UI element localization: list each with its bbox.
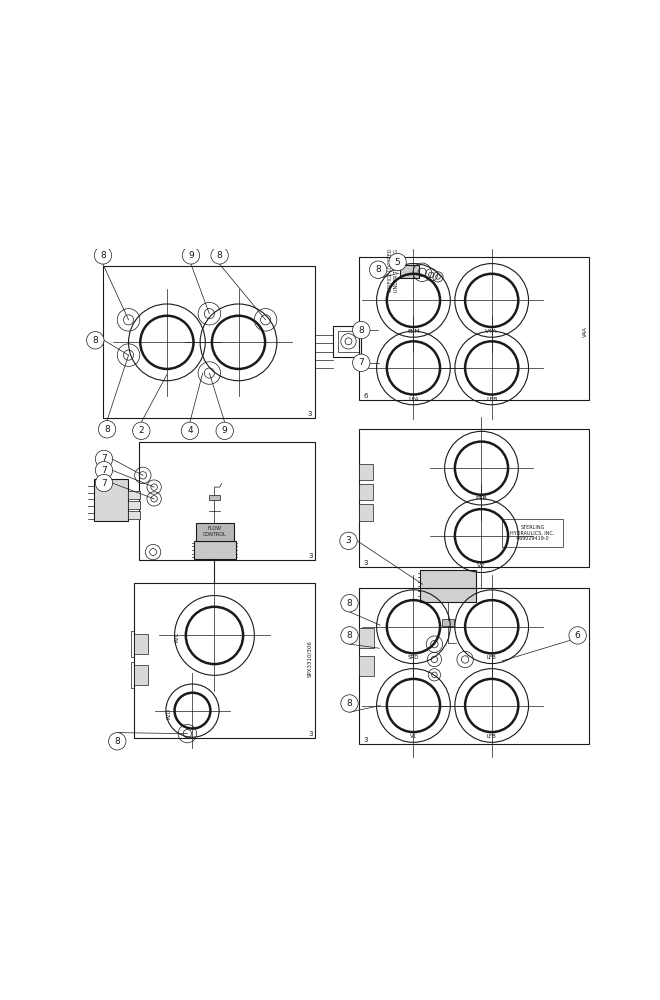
Circle shape — [94, 247, 112, 264]
Bar — [196, 523, 234, 541]
Bar — [133, 634, 148, 654]
Text: FLOW
CONTROL: FLOW CONTROL — [203, 526, 227, 537]
Text: 7: 7 — [358, 358, 364, 367]
Bar — [133, 665, 148, 685]
Text: LFA: LFA — [408, 397, 419, 402]
Circle shape — [95, 474, 113, 492]
Text: 5: 5 — [395, 258, 401, 267]
Bar — [359, 484, 373, 500]
Bar — [359, 257, 589, 400]
Bar — [359, 656, 374, 676]
Bar — [442, 619, 454, 626]
Bar — [502, 519, 563, 547]
Bar — [359, 588, 589, 744]
Circle shape — [569, 627, 586, 644]
Bar — [127, 501, 140, 509]
Bar — [359, 628, 374, 648]
Text: 8: 8 — [100, 251, 106, 260]
Text: V4A: V4A — [486, 329, 498, 334]
Circle shape — [86, 332, 104, 349]
Bar — [209, 495, 220, 500]
Bar — [133, 583, 315, 738]
Bar — [338, 331, 359, 352]
Text: 3: 3 — [309, 553, 313, 559]
Text: 9: 9 — [222, 426, 228, 435]
Circle shape — [389, 253, 407, 271]
Bar — [194, 541, 236, 559]
Text: P2C: P2C — [175, 631, 180, 642]
Text: STERLING
HYDRAULICS, INC.
#69029419-0: STERLING HYDRAULICS, INC. #69029419-0 — [510, 525, 555, 541]
Text: 7: 7 — [101, 466, 107, 475]
Text: 3: 3 — [363, 560, 368, 566]
Text: SPX3310/306: SPX3310/306 — [308, 640, 313, 677]
Text: 2: 2 — [139, 426, 144, 435]
Text: 4: 4 — [187, 426, 193, 435]
Text: LFB: LFB — [487, 734, 496, 739]
Bar — [127, 491, 140, 499]
Text: P2D: P2D — [167, 708, 172, 719]
Text: 7: 7 — [101, 454, 107, 463]
Text: 8: 8 — [376, 265, 381, 274]
Circle shape — [182, 422, 199, 440]
Circle shape — [182, 247, 199, 264]
Bar — [131, 631, 133, 657]
Text: 8: 8 — [346, 599, 352, 608]
Circle shape — [340, 532, 357, 550]
Text: 8: 8 — [114, 737, 120, 746]
Bar — [359, 429, 589, 567]
Text: 8: 8 — [92, 336, 98, 345]
Bar — [103, 266, 315, 418]
Circle shape — [109, 733, 126, 750]
Circle shape — [341, 627, 358, 644]
Circle shape — [95, 450, 113, 468]
Circle shape — [352, 354, 370, 371]
Bar — [400, 265, 419, 278]
Text: 6: 6 — [363, 393, 368, 399]
Text: V4A: V4A — [583, 326, 588, 337]
Circle shape — [216, 422, 234, 440]
Circle shape — [95, 462, 113, 479]
Text: ORIFICE LOCATED
UNDER THE PLUG: ORIFICE LOCATED UNDER THE PLUG — [388, 249, 399, 292]
Text: 9: 9 — [188, 251, 194, 260]
Bar — [94, 479, 127, 521]
Bar — [359, 504, 373, 521]
Text: 3: 3 — [346, 536, 351, 545]
Text: 7: 7 — [101, 479, 107, 488]
Bar — [131, 662, 133, 688]
Text: ELM: ELM — [407, 329, 420, 334]
Text: 8: 8 — [346, 631, 352, 640]
Circle shape — [133, 422, 150, 440]
Bar — [127, 511, 140, 519]
Circle shape — [98, 421, 115, 438]
Text: V2: V2 — [477, 563, 486, 568]
Text: 3: 3 — [309, 731, 313, 737]
Circle shape — [341, 595, 358, 612]
Text: LFB: LFB — [487, 655, 496, 660]
Text: 3: 3 — [363, 737, 368, 743]
Circle shape — [370, 261, 387, 278]
Text: 3: 3 — [308, 411, 312, 417]
Text: 8: 8 — [216, 251, 222, 260]
Text: V1: V1 — [410, 734, 417, 739]
Bar — [333, 326, 361, 357]
Bar — [420, 570, 477, 602]
Text: 8: 8 — [346, 699, 352, 708]
Circle shape — [211, 247, 228, 264]
Bar — [139, 442, 315, 560]
Bar — [359, 464, 373, 480]
Text: SRD: SRD — [408, 655, 419, 660]
Text: 8: 8 — [104, 425, 110, 434]
Text: LFB: LFB — [486, 397, 498, 402]
Text: P1B: P1B — [476, 496, 487, 501]
Text: 6: 6 — [575, 631, 581, 640]
Text: 8: 8 — [358, 326, 364, 335]
Circle shape — [352, 321, 370, 339]
Circle shape — [341, 695, 358, 712]
